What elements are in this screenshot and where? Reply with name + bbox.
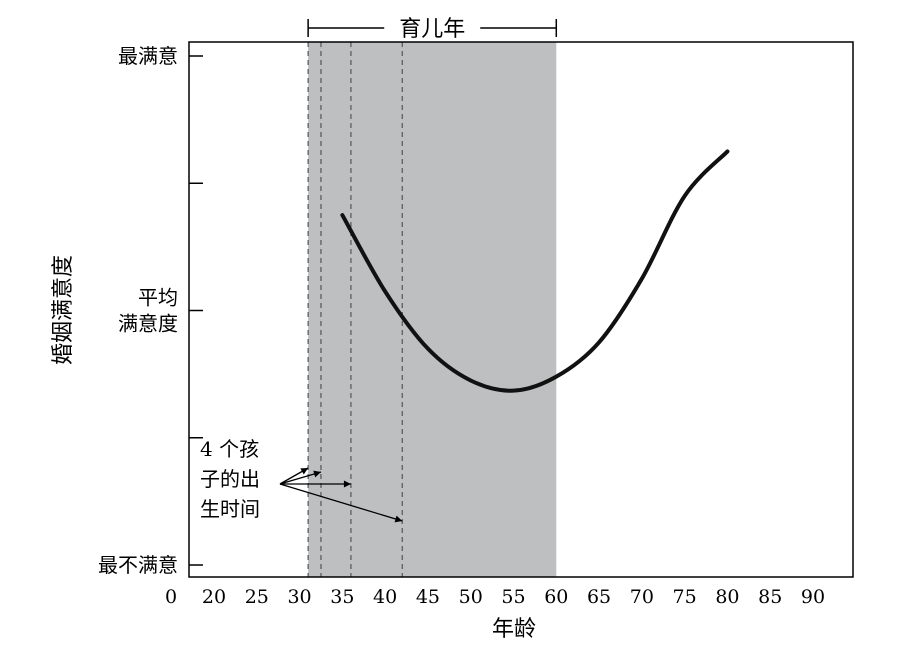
y-tick-label: 最满意 bbox=[118, 44, 178, 68]
arrow-head-2 bbox=[313, 470, 321, 478]
x-tick-label: 70 bbox=[630, 586, 654, 608]
annotation-line: 子的出 bbox=[200, 467, 260, 491]
x-tick-label: 30 bbox=[287, 586, 311, 608]
plot-frame bbox=[188, 41, 854, 578]
x-tick-label: 75 bbox=[673, 586, 697, 608]
x-tick-label: 40 bbox=[373, 586, 397, 608]
y-tick-label: 平均 bbox=[138, 286, 178, 310]
band-label: 育儿年 bbox=[399, 17, 465, 42]
x-tick-label: 35 bbox=[330, 586, 354, 608]
arrow-line-2 bbox=[279, 471, 322, 485]
annotation-arrows bbox=[279, 467, 403, 523]
x-tick-label: 25 bbox=[245, 586, 269, 608]
arrow-head-1 bbox=[300, 468, 309, 475]
arrow-head-4 bbox=[394, 515, 403, 523]
annotation-line: 4 个孩 bbox=[200, 437, 259, 461]
x-tick-label: 20 bbox=[202, 586, 226, 608]
x-tick-label: 45 bbox=[416, 586, 440, 608]
x-tick-label: 50 bbox=[459, 586, 483, 608]
band-bracket: 育儿年 bbox=[307, 17, 558, 42]
x-tick-labels: 0 20 25 30 35 40 45 50 55 60 65 70 75 80 85 90 bbox=[165, 586, 825, 608]
child-rearing-band bbox=[308, 42, 557, 577]
y-axis-title: 婚姻满意度 bbox=[51, 255, 76, 365]
x-axis-title: 年龄 bbox=[492, 617, 536, 642]
birth-lines bbox=[307, 42, 403, 577]
x-tick-label: 65 bbox=[587, 586, 611, 608]
x-tick-label: 80 bbox=[715, 586, 739, 608]
x-tick-label: 60 bbox=[544, 586, 568, 608]
satisfaction-curve bbox=[340, 149, 730, 393]
annotation-line: 生时间 bbox=[200, 497, 260, 521]
x-tick-label: 0 bbox=[165, 586, 177, 608]
y-tick-label: 最不满意 bbox=[98, 553, 178, 577]
x-tick-label: 55 bbox=[501, 586, 525, 608]
arrow-head-3 bbox=[343, 480, 351, 488]
x-tick-label: 85 bbox=[758, 586, 782, 608]
y-tick-label: 满意度 bbox=[118, 312, 178, 336]
x-tick-label: 90 bbox=[801, 586, 825, 608]
arrow-line-4 bbox=[279, 483, 403, 522]
